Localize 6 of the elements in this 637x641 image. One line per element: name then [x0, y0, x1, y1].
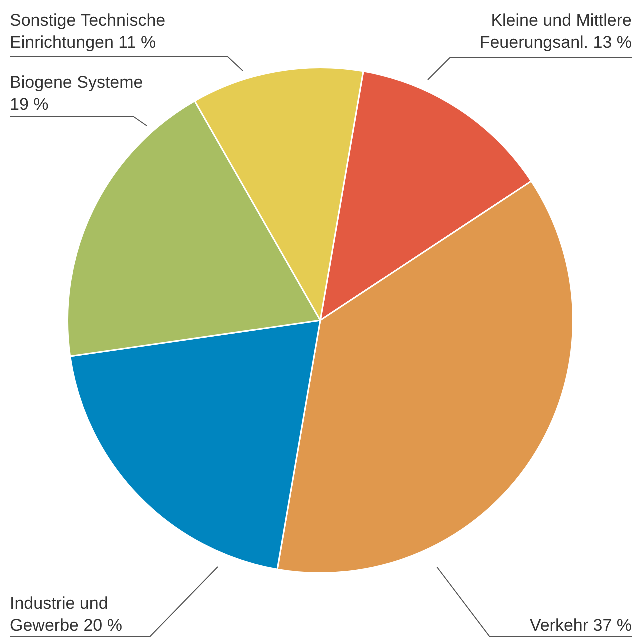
slice-label: Verkehr 37 % — [530, 616, 632, 635]
slice-label: Sonstige Technische Einrichtungen 11 % — [10, 11, 166, 52]
slice-label: Biogene Systeme — [10, 73, 144, 92]
slice-label: Industrie und Gewerbe 20 % — [10, 594, 122, 635]
slice-label: Kleine und Mittlere Feuerungsanl. 13 % — [480, 11, 632, 52]
data-label: 19 % — [10, 95, 49, 114]
